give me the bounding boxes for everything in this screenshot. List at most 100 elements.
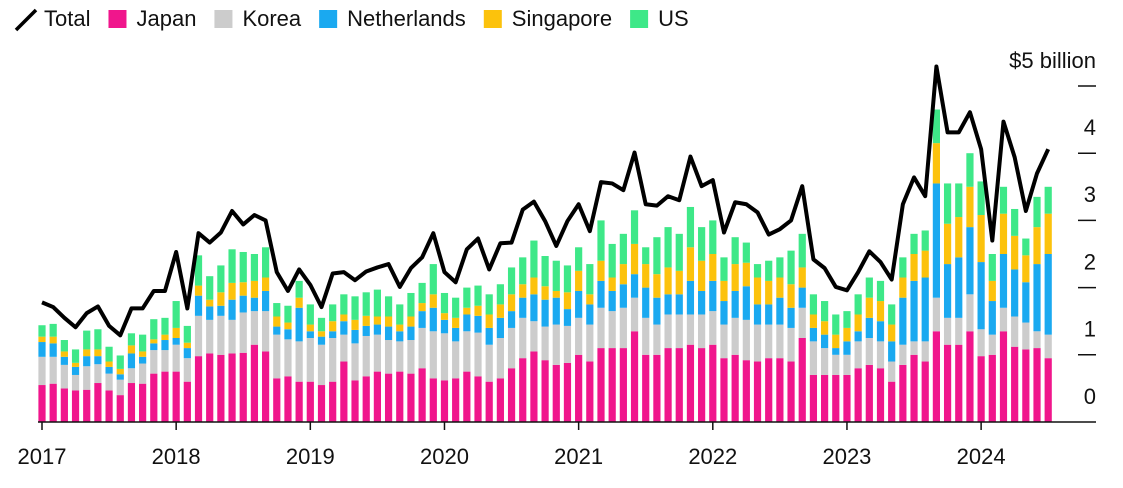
x-tick-label: 2018 (152, 444, 201, 469)
bar-segment (306, 331, 314, 338)
bar-segment (273, 316, 281, 327)
bar-segment (496, 338, 504, 379)
bar-segment (94, 349, 102, 357)
bar-segment (608, 277, 616, 291)
bar-segment (463, 331, 471, 372)
bar-segment (575, 290, 583, 318)
bar-segment (742, 319, 750, 361)
bar-segment (239, 312, 247, 353)
bar-segment (888, 361, 896, 382)
bar-segment (988, 354, 996, 422)
bar-segment (150, 350, 158, 374)
bar-segment (306, 324, 314, 332)
bar-segment (698, 227, 706, 261)
bar-segment (250, 297, 259, 312)
bar-segment (1033, 196, 1041, 228)
bar-segment (139, 383, 147, 422)
bar-segment (183, 381, 191, 422)
bar-segment (194, 285, 203, 296)
bar-segment (552, 297, 560, 325)
bar-segment (563, 292, 572, 310)
bar-segment (988, 334, 996, 355)
bar-segment (38, 385, 46, 422)
bar-segment (943, 183, 952, 224)
bar-segment (228, 249, 236, 283)
bar-segment (899, 364, 907, 422)
bar-segment (619, 348, 627, 422)
bar-segment (1011, 316, 1019, 347)
bar-segment (440, 333, 449, 381)
bar-segment (60, 364, 68, 389)
bar-segment (49, 343, 57, 357)
legend-label: Korea (242, 6, 301, 31)
bar-segment (295, 341, 303, 382)
bar-segment (586, 264, 594, 295)
bar-segment (217, 265, 225, 293)
bar-segment (273, 378, 281, 422)
bar-segment (932, 183, 940, 298)
x-tick-label: 2021 (554, 444, 603, 469)
bar-segment (552, 324, 560, 365)
bar-segment (150, 373, 158, 422)
bar-segment (485, 344, 493, 382)
bar-segment (105, 373, 113, 391)
legend-swatch (630, 10, 649, 28)
bar-segment (955, 183, 963, 218)
bar-segment (776, 257, 784, 278)
bar-segment (418, 311, 426, 328)
bar-segment (664, 227, 672, 268)
bar-segment (83, 366, 91, 390)
bar-segment (686, 344, 695, 422)
bar-segment (675, 270, 683, 295)
bar-segment (295, 381, 303, 422)
bar-segment (206, 306, 214, 320)
bar-segment (876, 280, 885, 302)
bar-segment (541, 299, 549, 327)
bar-segment (206, 319, 214, 354)
bar-segment (172, 338, 180, 345)
bar-segment (932, 297, 940, 332)
bar-segment (116, 368, 124, 375)
bar-segment (575, 354, 583, 422)
bar-segment (720, 280, 728, 302)
bar-segment (921, 250, 929, 278)
bar-segment (955, 344, 963, 422)
bar-segment (731, 237, 739, 265)
bar-segment (507, 267, 516, 295)
bar-segment (1011, 208, 1019, 236)
bar-segment (921, 361, 929, 422)
bar-segment (116, 379, 124, 396)
bar-segment (552, 260, 560, 291)
bar-segment (317, 344, 326, 386)
bar-segment (418, 282, 426, 304)
bar-segment (765, 260, 773, 281)
bar-segment (765, 280, 773, 305)
bar-segment (105, 366, 113, 374)
bar-segment (452, 378, 460, 422)
bar-segment (329, 331, 337, 338)
bar-segment (384, 296, 393, 317)
bar-segment (642, 287, 650, 318)
bar-segment (832, 374, 840, 422)
bar-segment (217, 305, 225, 316)
bar-segment (60, 356, 68, 365)
bar-segment (172, 344, 180, 372)
bar-segment (731, 354, 739, 422)
bar-segment (396, 304, 404, 325)
bar-segment (340, 361, 348, 422)
bar-segment (228, 299, 236, 320)
bar-segment (1033, 227, 1041, 265)
bar-segment (228, 319, 236, 354)
bar-segment (340, 314, 348, 322)
bar-segment (854, 314, 862, 332)
bar-segment (899, 257, 907, 278)
legend-label: Netherlands (347, 6, 466, 31)
bar-segment (698, 290, 706, 315)
bar-segment (1033, 331, 1041, 349)
bar-segment (530, 240, 538, 278)
bar-segment (250, 280, 259, 298)
bar-segment (49, 323, 57, 337)
bar-segment (1022, 238, 1030, 256)
bar-segment (306, 338, 314, 382)
bar-segment (396, 371, 404, 422)
